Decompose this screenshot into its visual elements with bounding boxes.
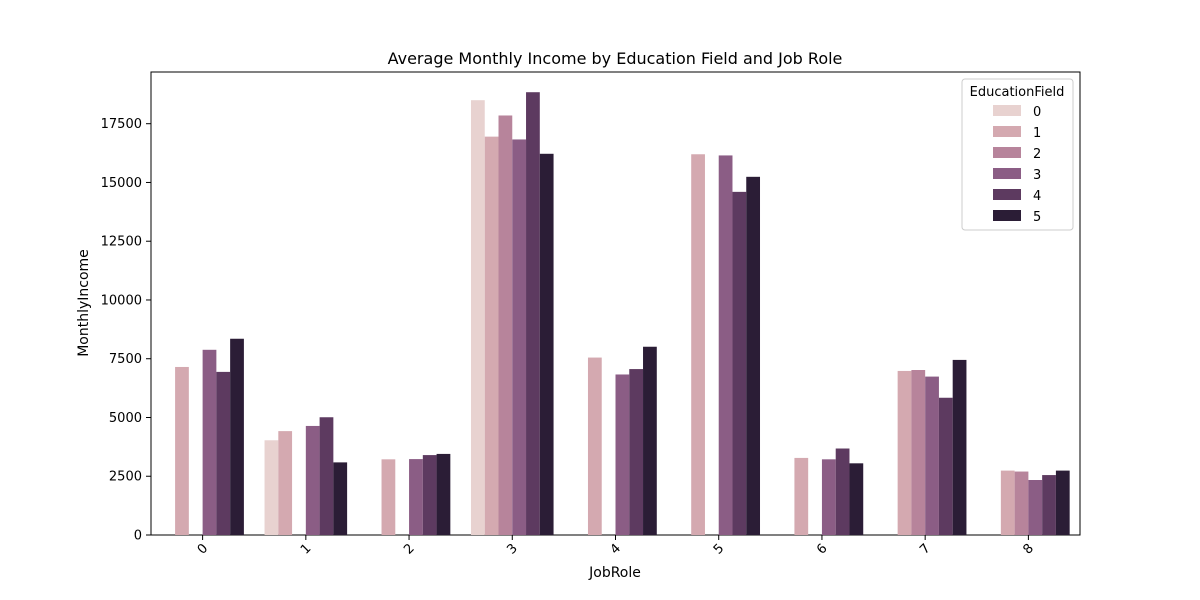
x-axis-label: JobRole bbox=[588, 565, 641, 581]
bar bbox=[498, 115, 513, 535]
bar bbox=[1055, 470, 1070, 535]
y-tick-label: 5000 bbox=[109, 411, 142, 426]
y-tick-label: 15000 bbox=[101, 176, 142, 191]
bar bbox=[587, 357, 602, 535]
bar bbox=[1028, 480, 1043, 535]
bar bbox=[1014, 471, 1029, 535]
bar bbox=[526, 92, 540, 536]
bar bbox=[691, 154, 705, 535]
y-tick-label: 17500 bbox=[101, 117, 142, 132]
x-tick-label: 8 bbox=[1021, 541, 1037, 557]
bar bbox=[539, 153, 554, 536]
bar bbox=[746, 176, 761, 535]
bar bbox=[484, 136, 499, 535]
bar bbox=[849, 463, 864, 535]
y-tick-label: 7500 bbox=[109, 352, 142, 367]
bar bbox=[1042, 475, 1056, 535]
x-tick-label: 4 bbox=[608, 541, 624, 557]
legend-label: 1 bbox=[1033, 126, 1041, 141]
bar bbox=[615, 374, 630, 535]
legend-swatch bbox=[993, 189, 1021, 200]
legend-swatch bbox=[993, 147, 1021, 158]
x-tick-label: 6 bbox=[814, 541, 830, 557]
bar bbox=[1000, 470, 1015, 535]
y-tick-label: 0 bbox=[134, 529, 142, 544]
bar bbox=[821, 459, 836, 535]
y-tick-label: 12500 bbox=[101, 235, 142, 250]
bar bbox=[436, 453, 451, 535]
legend-label: 2 bbox=[1033, 147, 1041, 162]
legend: EducationField 0 1 2 3 4 5 bbox=[961, 78, 1074, 231]
y-tick-label: 2500 bbox=[109, 470, 142, 485]
bar bbox=[629, 369, 644, 535]
x-axis: 0 1 2 3 4 5 6 7 8 bbox=[195, 535, 1037, 558]
bar bbox=[470, 100, 485, 535]
bar bbox=[794, 457, 809, 535]
bars bbox=[175, 92, 1070, 536]
y-axis-label: MonthlyIncome bbox=[76, 249, 92, 357]
bar bbox=[897, 370, 912, 535]
chart-title: Average Monthly Income by Education Fiel… bbox=[388, 49, 843, 68]
y-axis: 0 2500 5000 7500 10000 12500 15000 17500 bbox=[101, 117, 151, 544]
bar bbox=[732, 191, 747, 536]
bar bbox=[333, 462, 348, 535]
bar bbox=[422, 455, 437, 535]
bar bbox=[264, 440, 279, 535]
bar bbox=[319, 417, 334, 535]
legend-swatch bbox=[993, 126, 1021, 137]
legend-swatch bbox=[993, 168, 1021, 179]
legend-label: 0 bbox=[1033, 105, 1041, 120]
bar bbox=[381, 459, 396, 535]
y-tick-label: 10000 bbox=[101, 293, 142, 308]
bar bbox=[175, 366, 189, 535]
bar bbox=[718, 155, 733, 535]
bar bbox=[835, 448, 850, 535]
legend-label: 4 bbox=[1033, 189, 1041, 204]
x-tick-label: 2 bbox=[401, 541, 417, 557]
legend-swatch bbox=[993, 210, 1021, 221]
x-tick-label: 1 bbox=[298, 541, 314, 557]
bar bbox=[925, 376, 939, 535]
legend-swatch bbox=[993, 105, 1021, 116]
bar bbox=[230, 338, 244, 535]
legend-title: EducationField bbox=[970, 85, 1065, 100]
x-tick-label: 0 bbox=[195, 541, 211, 557]
bar bbox=[938, 397, 953, 535]
bar bbox=[952, 359, 967, 535]
bar bbox=[278, 431, 293, 535]
bar bbox=[216, 371, 231, 535]
bar bbox=[512, 139, 527, 535]
legend-label: 3 bbox=[1033, 168, 1041, 183]
x-tick-label: 7 bbox=[917, 541, 933, 557]
x-tick-label: 3 bbox=[504, 541, 520, 557]
bar bbox=[305, 425, 320, 535]
bar bbox=[911, 370, 926, 535]
bar bbox=[643, 346, 657, 535]
legend-label: 5 bbox=[1033, 210, 1041, 225]
x-tick-label: 5 bbox=[711, 541, 727, 557]
bar bbox=[202, 349, 217, 535]
bar bbox=[409, 459, 423, 535]
